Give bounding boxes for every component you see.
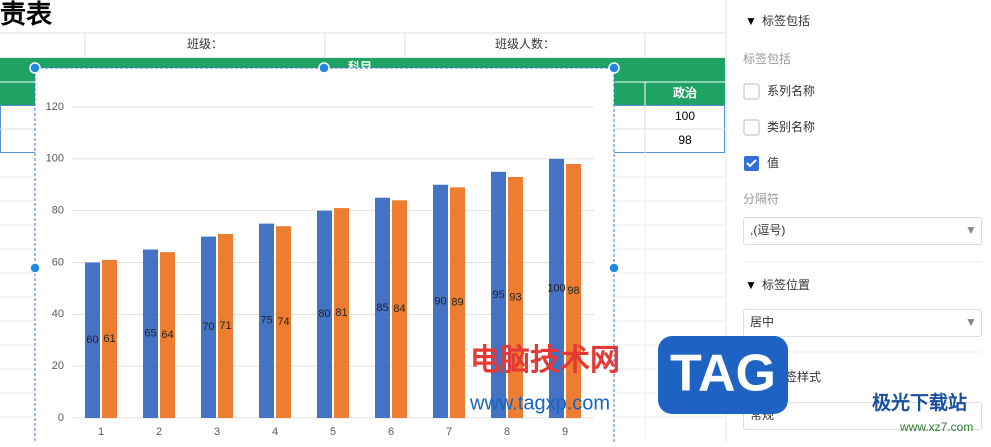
data-label: 70: [202, 321, 214, 333]
side-panel: ▼ 标签包括 标签包括 系列名称 类别名称 值 分隔符 ,(逗号) ▼ ▼ 标签…: [725, 0, 991, 442]
x-tick-label: 1: [98, 426, 104, 438]
handles[interactable]: [29, 62, 620, 274]
checkbox[interactable]: [743, 83, 760, 100]
dropdown-value: ,(逗号): [750, 223, 785, 237]
bar: [450, 187, 465, 418]
data-label: 81: [335, 307, 347, 319]
data-label: 65: [144, 328, 156, 340]
bar: [566, 164, 581, 418]
data-label: 75: [260, 315, 272, 327]
y-tick-label: 20: [52, 360, 64, 372]
data-label: 60: [86, 334, 98, 346]
data-label: 93: [509, 291, 521, 303]
section-header[interactable]: 标签位置: [762, 277, 810, 292]
data-label: 84: [393, 303, 405, 315]
bar: [334, 208, 349, 418]
watermark: 电脑技术网 www.tagxp.com TAG 极光下载站 www.xz7.co…: [469, 336, 973, 434]
dropdown-value: 居中: [750, 314, 774, 329]
bar: [85, 262, 100, 418]
column-header: 政治: [673, 85, 697, 100]
dropdown[interactable]: [743, 402, 982, 430]
x-tick-label: 8: [504, 426, 510, 438]
watermark-brand: 极光下载站: [872, 391, 967, 414]
section-header[interactable]: 签样式: [785, 369, 821, 384]
svg-text:▼: ▼: [745, 278, 757, 292]
bar: [375, 197, 390, 418]
data-label: 95: [492, 289, 504, 301]
data-label: 90: [434, 295, 446, 307]
y-tick-label: 80: [52, 205, 64, 217]
bar: [317, 210, 332, 418]
data-label: 85: [376, 302, 388, 314]
data-label: 71: [219, 320, 231, 332]
bar: [491, 171, 506, 418]
x-tick-label: 7: [446, 426, 452, 438]
bar: [392, 200, 407, 418]
option-label[interactable]: 系列名称: [767, 83, 815, 98]
x-tick-label: 9: [562, 426, 568, 438]
field-label: 标签包括: [743, 51, 791, 66]
bar: [218, 233, 233, 418]
cell: 100: [675, 109, 695, 123]
watermark-logo: TAG: [670, 345, 776, 403]
section-header[interactable]: 标签包括: [762, 13, 810, 28]
bar: [143, 249, 158, 418]
data-label: 74: [277, 316, 289, 328]
bar: [433, 184, 448, 418]
watermark-text: 电脑技术网: [470, 344, 620, 377]
x-tick-label: 4: [272, 426, 278, 438]
watermark-brand-url: www.xz7.com: [899, 420, 973, 434]
count-label: 班级人数：: [495, 36, 555, 51]
field-label: 分隔符: [743, 191, 779, 206]
option-label[interactable]: 类别名称: [767, 119, 815, 134]
data-label: 80: [318, 308, 330, 320]
y-tick-label: 100: [46, 153, 64, 165]
data-label: 64: [161, 329, 173, 341]
data-label: 61: [103, 333, 115, 345]
data-label: 100: [547, 282, 565, 294]
svg-text:▼: ▼: [965, 223, 977, 237]
data-label: 89: [451, 297, 463, 309]
option-label[interactable]: 值: [767, 155, 779, 170]
class-label: 班级：: [187, 37, 223, 51]
x-tick-label: 2: [156, 426, 162, 438]
bar: [508, 176, 523, 418]
sheet-title: 责表: [0, 0, 53, 29]
y-tick-label: 40: [52, 308, 64, 320]
bar: [201, 236, 216, 418]
watermark-url: www.tagxp.com: [469, 392, 610, 414]
x-tick-label: 3: [214, 426, 220, 438]
bar: [549, 158, 564, 419]
bar: [276, 226, 291, 418]
checkbox[interactable]: [743, 119, 760, 136]
y-tick-label: 120: [46, 101, 64, 113]
bar: [102, 259, 117, 418]
dropdown[interactable]: [743, 309, 982, 337]
svg-text:▼: ▼: [745, 14, 757, 28]
y-tick-label: 60: [52, 256, 64, 268]
x-tick-label: 6: [388, 426, 394, 438]
cell: 98: [678, 133, 692, 147]
dropdown[interactable]: [743, 217, 982, 245]
bar: [160, 252, 175, 418]
data-label: 98: [567, 285, 579, 297]
svg-text:▼: ▼: [965, 315, 977, 329]
x-tick-label: 5: [330, 426, 336, 438]
y-tick-label: 0: [58, 412, 64, 424]
bar: [259, 223, 274, 418]
